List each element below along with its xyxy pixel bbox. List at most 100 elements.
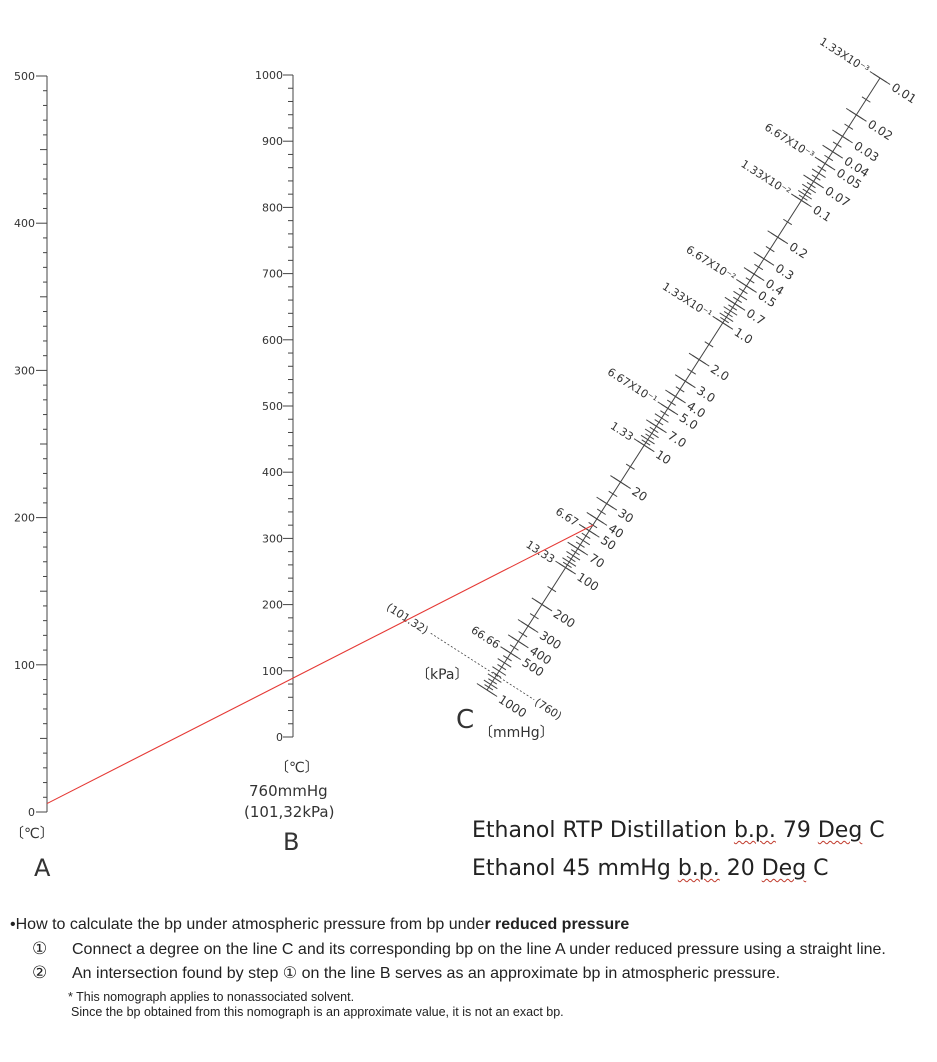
scale-c-minor-tick [811, 168, 826, 178]
scale-c-major-tick [476, 683, 498, 697]
scale-c-minor-tick [687, 368, 696, 375]
scale-b-tick-label: 800 [262, 201, 283, 214]
scale-c-mmhg-label: 30 [616, 506, 636, 526]
step-2-text: An intersection found by step ① on the l… [72, 965, 781, 982]
scale-c-minor-tick [745, 277, 755, 284]
scale-c-mmhg-label: 0.07 [822, 184, 852, 210]
scale-a-tick-label: 300 [14, 364, 35, 377]
scale-c-ref-kpa-leader [428, 631, 497, 676]
scale-c-major-tick [578, 523, 600, 538]
scale-c-minor-tick [518, 631, 528, 638]
scale-c-minor-tick [641, 439, 651, 446]
scale-c-mmhg-label: 40 [606, 521, 626, 541]
scale-c-kpa-label: 1.33X10⁻¹ [660, 280, 714, 321]
scale-a-tick-label: 500 [14, 70, 35, 83]
scale-c-minor-tick [566, 550, 581, 561]
scale-c-mmhg-label: 10 [653, 447, 673, 467]
scale-c-major-tick [688, 352, 710, 367]
scale-b-letter: B [283, 828, 299, 856]
scale-c-minor-tick [754, 263, 764, 271]
scale-c-minor-tick [832, 141, 842, 148]
scale-c-minor-tick [547, 586, 557, 593]
scale-c-minor-tick [719, 312, 734, 322]
scale-c-major-tick [517, 619, 539, 633]
title-text: How to calculate the bp under atmospheri… [15, 916, 485, 933]
scale-c-minor-tick [488, 678, 498, 685]
scale-c-major-tick [674, 374, 696, 389]
scale-c-mmhg-label: 0.2 [787, 239, 811, 261]
scale-c-major-tick [724, 296, 746, 311]
scale-c-major-tick [822, 144, 844, 159]
scale-c-kpa-unit: 〔kPa〕 [416, 667, 469, 683]
scale-c-minor-tick [797, 190, 812, 200]
scale-c-minor-tick [492, 666, 507, 676]
scale-c-mmhg-label: 0.1 [810, 203, 834, 225]
scale-c-major-tick [814, 156, 836, 171]
scale-c-minor-tick [802, 183, 817, 194]
scale-c-major-tick [845, 107, 867, 122]
scale-c-minor-tick [581, 532, 591, 539]
scale-c-major-tick [803, 174, 824, 189]
scale-c-kpa-label: 66.66 [469, 624, 503, 652]
footnotes: * This nomograph applies to nonassociate… [6, 990, 931, 1020]
scale-b-tick-label: 1000 [255, 69, 283, 82]
scale-c-major-tick [712, 315, 734, 330]
scale-c-minor-tick [487, 673, 502, 683]
instructions-title: •How to calculate the bp under atmospher… [6, 916, 931, 934]
scale-c-minor-tick [509, 644, 519, 651]
scale-c-major-tick [869, 71, 891, 85]
scale-a-tick-label: 100 [14, 659, 35, 672]
scale-b-tick-label: 600 [262, 334, 283, 347]
scale-c-minor-tick [588, 522, 598, 529]
scale-c-minor-tick [497, 658, 512, 668]
scale-c-mmhg-label: 2.0 [708, 362, 732, 384]
scale-b-pressure-label: 760mmHg [249, 782, 328, 800]
scale-a-tick-label: 400 [14, 217, 35, 230]
footnote-2: Since the bp obtained from this nomograp… [71, 1005, 564, 1019]
scale-c-minor-tick [817, 165, 827, 172]
scale-c-mmhg-label: 100 [574, 570, 601, 594]
scale-c-kpa-label: 6.67 [553, 505, 581, 529]
scale-c-kpa-label: 1.33 [608, 419, 636, 443]
scale-c-minor-tick [723, 311, 733, 318]
scale-c-major-tick [596, 496, 618, 511]
scale-c-minor-tick [733, 290, 748, 301]
scale-c-minor-tick [596, 508, 606, 515]
scale-b-tick-label: 900 [262, 135, 283, 148]
scale-c-major-tick [633, 438, 655, 453]
scale-b-tick-label: 400 [262, 466, 283, 479]
scale-c-major-tick [832, 129, 853, 144]
nomograph: 0 100 200 300 400 500 〔℃〕 A 0 100 200 300 400 500 600… [10, 35, 919, 882]
scale-c-minor-tick [802, 188, 812, 195]
scale-c-major-tick [507, 634, 529, 649]
scale-c-minor-tick [811, 174, 821, 181]
scale-c-minor-tick [566, 555, 576, 563]
scale-c-mmhg-label: 7.0 [665, 428, 689, 450]
scale-c-kpa-label: 1.33X10⁻² [739, 157, 793, 198]
scale-c-kpa-label: 6.67X10⁻² [684, 243, 738, 284]
scale-c-major-tick [665, 389, 686, 404]
connecting-line [46, 524, 594, 805]
scale-c-minor-tick [562, 561, 572, 568]
scale-c-minor-tick [798, 194, 808, 201]
scale-c-mmhg-label: 1.0 [732, 325, 756, 347]
scale-b-tick-label: 300 [262, 532, 283, 545]
scale-c-major-tick [586, 511, 608, 526]
scale-a-unit: 〔℃〕 [10, 826, 54, 842]
scale-c-major-tick [646, 419, 667, 434]
scale-c-minor-tick [502, 655, 512, 662]
scale-c-minor-tick [562, 557, 577, 567]
scale-c-minor-tick [576, 535, 591, 546]
scale-c-minor-tick [704, 341, 714, 348]
scale-c-mmhg-label: 0.01 [889, 80, 919, 106]
scale-a-tick-label: 200 [14, 512, 35, 525]
scale-c-major-tick [736, 279, 757, 293]
scale-c-minor-tick [529, 613, 539, 620]
scale-c-kpa-label: 1.33X10⁻³ [817, 35, 871, 76]
scale-c-minor-tick [575, 541, 585, 548]
scale-c-minor-tick [675, 386, 685, 393]
step-1-number: ① [32, 939, 48, 958]
scale-c-major-tick [743, 267, 765, 281]
scale-b-unit: 〔℃〕 [275, 760, 319, 776]
scale-c-minor-tick [649, 426, 659, 434]
